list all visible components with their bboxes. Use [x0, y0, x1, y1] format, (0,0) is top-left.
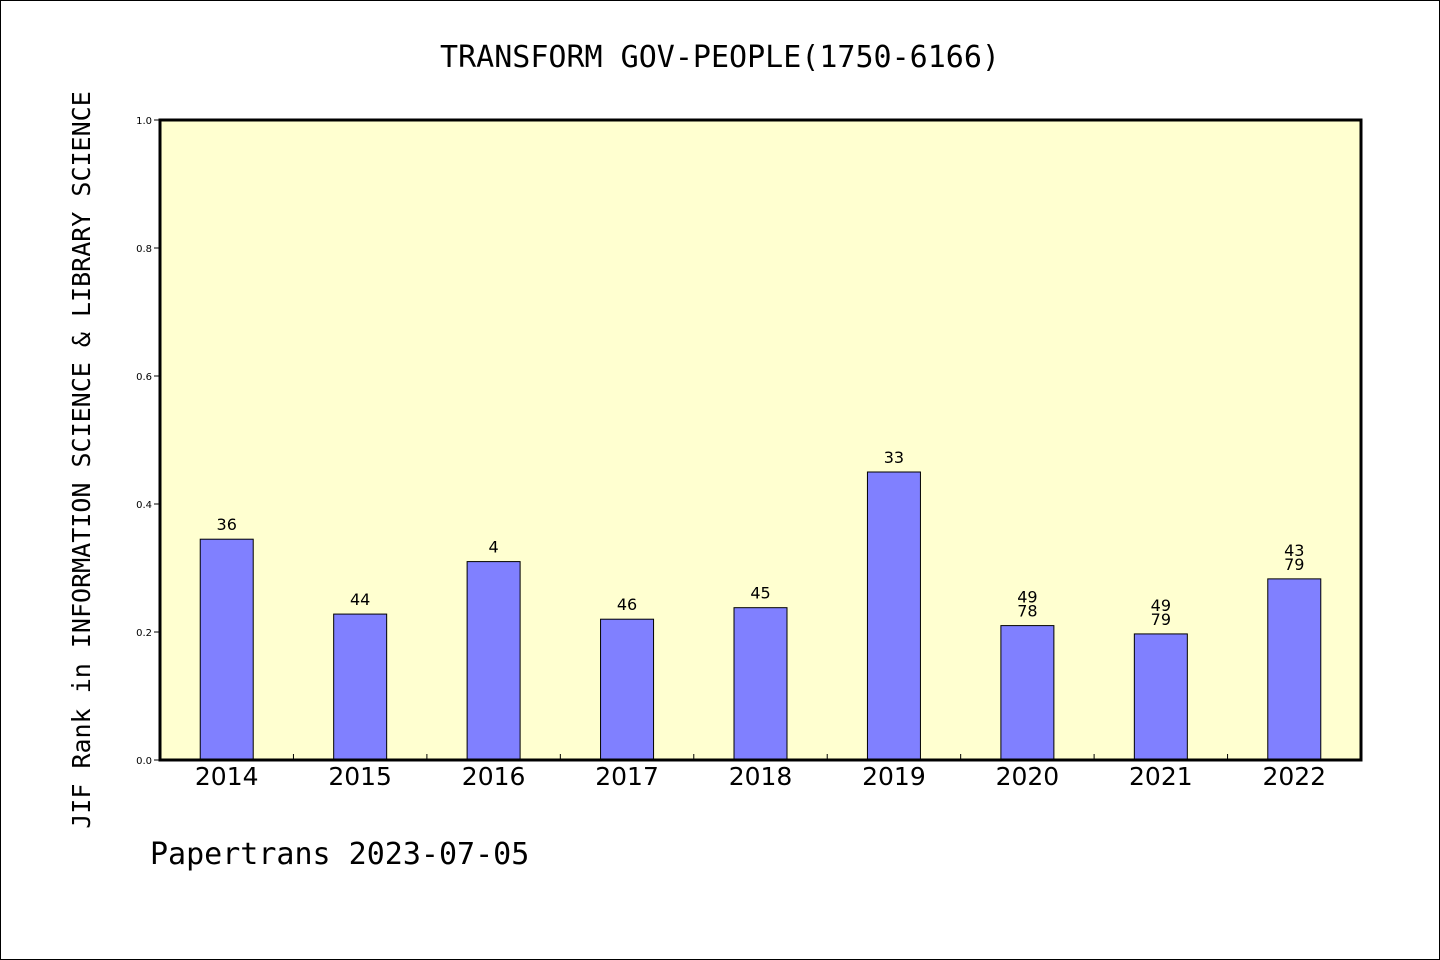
- y-axis-label: JIF Rank in INFORMATION SCIENCE & LIBRAR…: [67, 91, 96, 829]
- x-tick-label: 2017: [595, 762, 659, 791]
- bar-2020: [1000, 625, 1055, 761]
- data-label: 79: [1151, 610, 1171, 629]
- y-tick-label: 0.8: [136, 244, 152, 255]
- y-tick-label: 1.0: [136, 116, 152, 127]
- bar-2021: [1133, 633, 1188, 761]
- data-label: 46: [617, 595, 637, 614]
- x-tick-label: 2020: [996, 762, 1060, 791]
- bars: [199, 471, 1322, 761]
- footer-credit: Papertrans 2023-07-05: [150, 837, 529, 872]
- y-tick-label: 0.0: [136, 756, 152, 767]
- data-label: 49: [1017, 588, 1037, 607]
- x-tick-label: 2021: [1129, 762, 1193, 791]
- x-tick-label: 2014: [195, 762, 259, 791]
- y-tick-label: 0.4: [136, 500, 152, 511]
- y-tick-label: 0.2: [136, 628, 152, 639]
- data-label: 44: [350, 590, 370, 609]
- data-label: 45: [750, 584, 770, 603]
- data-label: 33: [884, 448, 904, 467]
- x-tick-label: 2022: [1262, 762, 1326, 791]
- data-label: 4: [489, 538, 499, 557]
- bar-2016: [466, 561, 521, 761]
- y-tick-label: 0.6: [136, 372, 152, 383]
- data-label: 78: [1017, 602, 1037, 621]
- x-tick-label: 2018: [729, 762, 793, 791]
- bar-2015: [333, 613, 388, 761]
- chart-title: TRANSFORM GOV-PEOPLE(1750-6166): [440, 40, 1000, 75]
- bar-2019: [866, 471, 921, 761]
- data-label: 36: [217, 515, 237, 534]
- bar-2017: [600, 618, 655, 761]
- data-label: 43: [1284, 541, 1304, 560]
- x-tick-label: 2015: [328, 762, 392, 791]
- axis-ticks: 0.0 0.2 0.4 0.6 0.8 1.0 2014 2015 2016 2017 2018 20…: [136, 116, 1326, 791]
- bar-2018: [733, 607, 788, 761]
- data-label: 49: [1151, 596, 1171, 615]
- x-tick-label: 2019: [862, 762, 926, 791]
- data-label: 79: [1284, 555, 1304, 574]
- bar-2022: [1267, 578, 1322, 761]
- plot-border: [158, 118, 1363, 762]
- x-tick-label: 2016: [462, 762, 526, 791]
- bar-2014: [199, 538, 254, 761]
